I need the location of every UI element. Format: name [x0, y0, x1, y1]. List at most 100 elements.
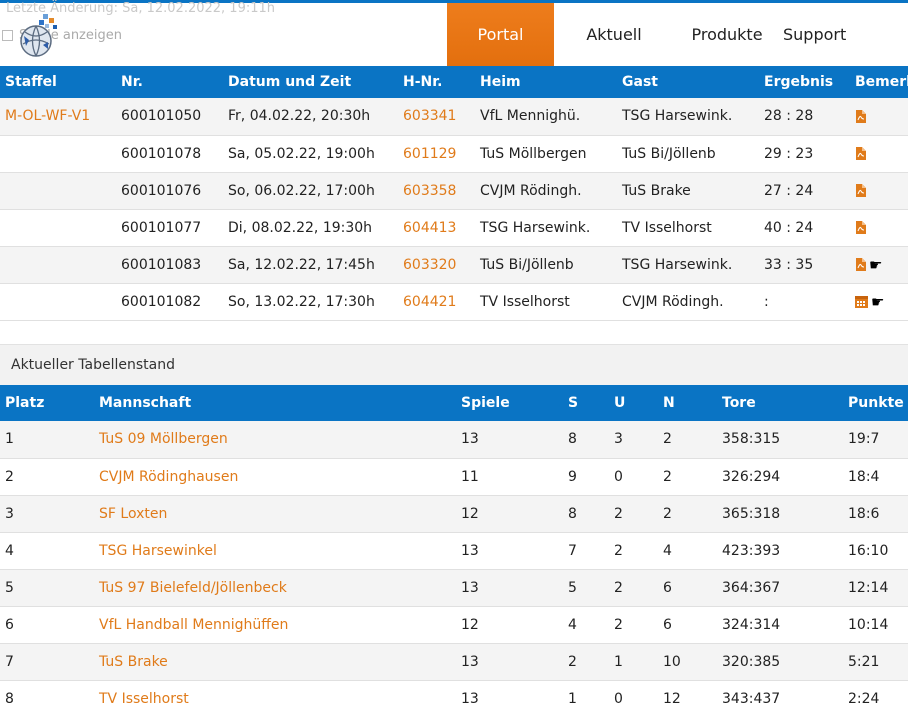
standings-s: 4: [563, 606, 609, 644]
nav-support[interactable]: Support: [780, 3, 908, 66]
nav-portal[interactable]: Portal: [447, 3, 554, 66]
col-nr: Nr.: [116, 66, 223, 98]
game-staffel: [0, 283, 116, 321]
game-row: 600101082 So, 13.02.22, 17:30h 604421 TV Is…: [0, 283, 908, 321]
game-hnr-link[interactable]: 601129: [398, 135, 475, 173]
standings-team-link[interactable]: VfL Handball Mennighüffen: [94, 606, 456, 644]
standings-team-link[interactable]: TuS 97 Bielefeld/Jöllenbeck: [94, 569, 456, 607]
nav-produkte[interactable]: Produkte: [674, 3, 780, 66]
calendar-icon[interactable]: [855, 295, 868, 308]
game-ergebnis: 28 : 28: [759, 98, 850, 136]
standings-tore: 423:393: [717, 532, 843, 570]
game-nr: 600101050: [116, 98, 223, 136]
nav-portal-label: Portal: [477, 25, 524, 44]
game-datum: So, 13.02.22, 17:30h: [223, 283, 398, 321]
standings-punkte: 16:10: [843, 532, 908, 570]
standings-n: 10: [658, 643, 717, 681]
game-nr: 600101078: [116, 135, 223, 173]
game-heim: TuS Möllbergen: [475, 135, 617, 173]
standings-n: 2: [658, 495, 717, 533]
standings-n: 2: [658, 458, 717, 496]
game-bemerkung: [850, 172, 908, 210]
pdf-icon[interactable]: [855, 184, 866, 197]
pdf-icon[interactable]: [855, 147, 866, 160]
game-datum: Sa, 12.02.22, 17:45h: [223, 246, 398, 284]
standings-spiele: 13: [456, 532, 563, 570]
standings-tore: 364:367: [717, 569, 843, 607]
standings-table: Platz Mannschaft Spiele S U N Tore Punkt…: [0, 385, 908, 715]
game-nr: 600101082: [116, 283, 223, 321]
standings-team-link[interactable]: CVJM Rödinghausen: [94, 458, 456, 496]
standings-s: 1: [563, 680, 609, 715]
standings-punkte: 18:4: [843, 458, 908, 496]
pdf-icon[interactable]: [855, 258, 866, 271]
game-row: M-OL-WF-V1 600101050 Fr, 04.02.22, 20:30h 6…: [0, 98, 908, 136]
nav-aktuell[interactable]: Aktuell: [554, 3, 674, 66]
standings-spiele: 13: [456, 569, 563, 607]
standings-s: 9: [563, 458, 609, 496]
game-ergebnis: 33 : 35: [759, 246, 850, 284]
game-bemerkung: [850, 135, 908, 173]
game-hnr-link[interactable]: 603358: [398, 172, 475, 210]
game-row: 600101078 Sa, 05.02.22, 19:00h 601129 TuS M…: [0, 135, 908, 173]
pdf-icon[interactable]: [855, 109, 866, 123]
standings-spiele: 13: [456, 680, 563, 715]
game-nr: 600101076: [116, 172, 223, 210]
game-hnr-link[interactable]: 604413: [398, 209, 475, 247]
header: Letzte Änderung: Sa, 12.02.2022, 19:11h …: [0, 0, 908, 66]
col-punkte: Punkte: [843, 385, 908, 421]
standings-tore: 343:437: [717, 680, 843, 715]
game-nr: 600101083: [116, 246, 223, 284]
standings-punkte: 10:14: [843, 606, 908, 644]
game-row: 600101083 Sa, 12.02.22, 17:45h 603320 TuS B…: [0, 246, 908, 284]
col-platz: Platz: [0, 385, 94, 421]
standings-header-row: Platz Mannschaft Spiele S U N Tore Punkt…: [0, 385, 908, 421]
standings-platz: 3: [0, 495, 94, 533]
standings-punkte: 2:24: [843, 680, 908, 715]
game-heim: CVJM Rödingh.: [475, 172, 617, 210]
standings-platz: 7: [0, 643, 94, 681]
nav-support-label: Support: [783, 25, 847, 44]
game-hnr-link[interactable]: 603320: [398, 246, 475, 284]
col-datum: Datum und Zeit: [223, 66, 398, 98]
game-ergebnis: :: [759, 283, 850, 321]
game-ergebnis: 29 : 23: [759, 135, 850, 173]
pdf-icon[interactable]: [855, 221, 866, 234]
standings-n: 2: [658, 421, 717, 459]
game-heim: VfL Mennighü.: [475, 98, 617, 136]
standings-team-link[interactable]: TuS 09 Möllbergen: [94, 421, 456, 459]
col-bemerk: Bemerk: [850, 66, 908, 98]
game-staffel: [0, 246, 116, 284]
standings-u: 2: [609, 606, 658, 644]
game-row: 600101076 So, 06.02.22, 17:00h 603358 CVJM …: [0, 172, 908, 210]
standings-team-link[interactable]: TV Isselhorst: [94, 680, 456, 715]
standings-s: 8: [563, 495, 609, 533]
game-gast: TSG Harsewink.: [617, 246, 759, 284]
standings-team-link[interactable]: TSG Harsewinkel: [94, 532, 456, 570]
standings-row: 2 CVJM Rödinghausen 11 9 0 2 326:294 18:4: [0, 458, 908, 496]
standings-n: 6: [658, 606, 717, 644]
show-games-checkbox[interactable]: [2, 30, 13, 41]
game-row: 600101077 Di, 08.02.22, 19:30h 604413 TSG H…: [0, 209, 908, 247]
standings-team-link[interactable]: SF Loxten: [94, 495, 456, 533]
pointing-hand-icon[interactable]: ☛: [871, 292, 885, 311]
standings-n: 6: [658, 569, 717, 607]
handball-logo-icon[interactable]: [15, 14, 61, 58]
top-accent-line: [0, 0, 908, 3]
game-ergebnis: 27 : 24: [759, 172, 850, 210]
game-gast: TuS Brake: [617, 172, 759, 210]
game-staffel[interactable]: M-OL-WF-V1: [0, 98, 116, 136]
game-heim: TSG Harsewink.: [475, 209, 617, 247]
col-staffel: Staffel: [0, 66, 116, 98]
games-header-row: Staffel Nr. Datum und Zeit H-Nr. Heim Ga…: [0, 66, 908, 98]
game-hnr-link[interactable]: 603341: [398, 98, 475, 136]
standings-n: 12: [658, 680, 717, 715]
game-bemerkung: [850, 98, 908, 136]
standings-u: 2: [609, 495, 658, 533]
game-hnr-link[interactable]: 604421: [398, 283, 475, 321]
standings-spiele: 11: [456, 458, 563, 496]
standings-row: 6 VfL Handball Mennighüffen 12 4 2 6 324:314 10…: [0, 606, 908, 644]
standings-team-link[interactable]: TuS Brake: [94, 643, 456, 681]
standings-spiele: 12: [456, 495, 563, 533]
pointing-hand-icon[interactable]: ☛: [869, 255, 883, 274]
